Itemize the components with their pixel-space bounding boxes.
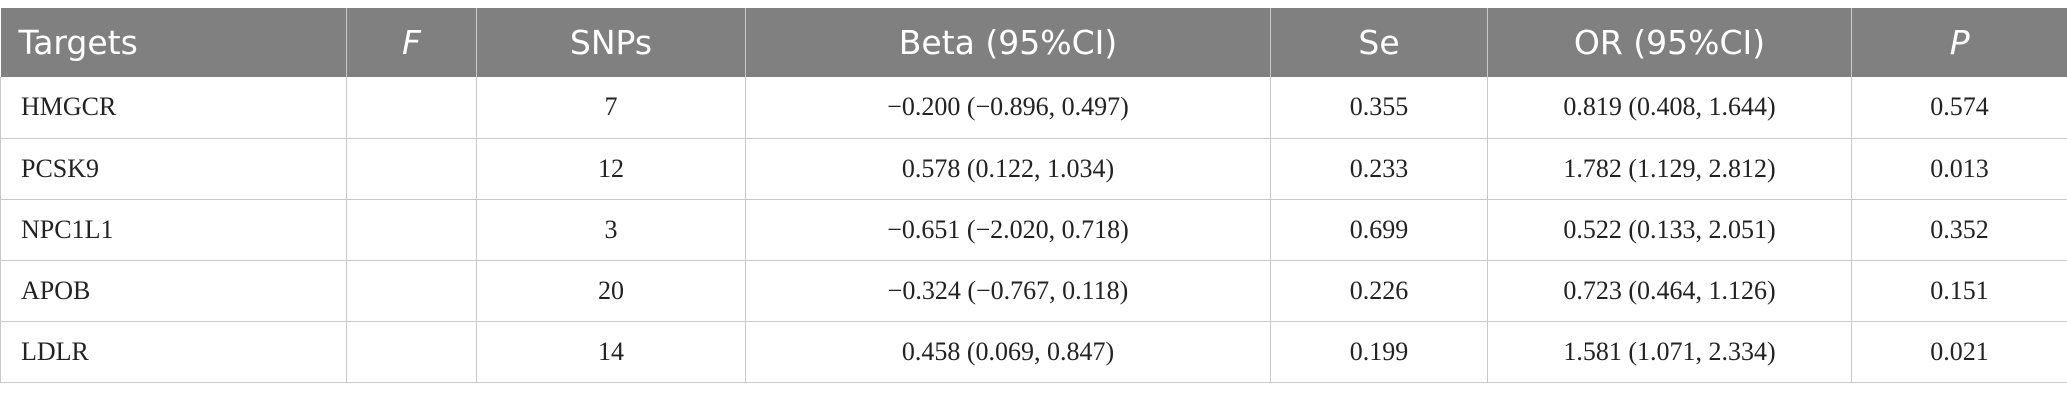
results-table-container: Targets F SNPs Beta (95%CI) Se OR (95%CI… bbox=[0, 8, 2067, 383]
header-f: F bbox=[346, 8, 477, 77]
cell-target: NPC1L1 bbox=[0, 199, 347, 260]
cell-target: LDLR bbox=[0, 321, 347, 382]
header-p: P bbox=[1851, 8, 2067, 77]
cell-beta: −0.200 (−0.896, 0.497) bbox=[745, 77, 1271, 138]
cell-target: PCSK9 bbox=[0, 138, 347, 199]
header-or: OR (95%CI) bbox=[1487, 8, 1852, 77]
cell-f bbox=[346, 260, 477, 321]
cell-or: 0.819 (0.408, 1.644) bbox=[1487, 77, 1852, 138]
cell-se: 0.233 bbox=[1270, 138, 1488, 199]
header-se: Se bbox=[1270, 8, 1488, 77]
cell-or: 0.723 (0.464, 1.126) bbox=[1487, 260, 1852, 321]
cell-se: 0.355 bbox=[1270, 77, 1488, 138]
cell-f bbox=[346, 138, 477, 199]
cell-target: HMGCR bbox=[0, 77, 347, 138]
cell-or: 0.522 (0.133, 2.051) bbox=[1487, 199, 1852, 260]
cell-or: 1.782 (1.129, 2.812) bbox=[1487, 138, 1852, 199]
cell-se: 0.199 bbox=[1270, 321, 1488, 382]
cell-snps: 7 bbox=[476, 77, 746, 138]
cell-f bbox=[346, 77, 477, 138]
cell-p: 0.574 bbox=[1851, 77, 2067, 138]
cell-f bbox=[346, 199, 477, 260]
header-beta: Beta (95%CI) bbox=[745, 8, 1271, 77]
table-row: NPC1L1 3 −0.651 (−2.020, 0.718) 0.699 0.… bbox=[0, 199, 2067, 260]
cell-or: 1.581 (1.071, 2.334) bbox=[1487, 321, 1852, 382]
table-row: HMGCR 7 −0.200 (−0.896, 0.497) 0.355 0.8… bbox=[0, 77, 2067, 138]
cell-beta: 0.578 (0.122, 1.034) bbox=[745, 138, 1271, 199]
cell-snps: 3 bbox=[476, 199, 746, 260]
cell-snps: 20 bbox=[476, 260, 746, 321]
cell-beta: −0.324 (−0.767, 0.118) bbox=[745, 260, 1271, 321]
table-row: PCSK9 12 0.578 (0.122, 1.034) 0.233 1.78… bbox=[0, 138, 2067, 199]
cell-beta: −0.651 (−2.020, 0.718) bbox=[745, 199, 1271, 260]
header-snps: SNPs bbox=[476, 8, 746, 77]
cell-p: 0.021 bbox=[1851, 321, 2067, 382]
cell-se: 0.226 bbox=[1270, 260, 1488, 321]
cell-f bbox=[346, 321, 477, 382]
results-table: Targets F SNPs Beta (95%CI) Se OR (95%CI… bbox=[0, 8, 2067, 383]
cell-p: 0.013 bbox=[1851, 138, 2067, 199]
cell-p: 0.352 bbox=[1851, 199, 2067, 260]
table-row: APOB 20 −0.324 (−0.767, 0.118) 0.226 0.7… bbox=[0, 260, 2067, 321]
cell-p: 0.151 bbox=[1851, 260, 2067, 321]
cell-snps: 12 bbox=[476, 138, 746, 199]
cell-se: 0.699 bbox=[1270, 199, 1488, 260]
table-row: LDLR 14 0.458 (0.069, 0.847) 0.199 1.581… bbox=[0, 321, 2067, 382]
cell-beta: 0.458 (0.069, 0.847) bbox=[745, 321, 1271, 382]
cell-snps: 14 bbox=[476, 321, 746, 382]
table-header-row: Targets F SNPs Beta (95%CI) Se OR (95%CI… bbox=[0, 8, 2067, 77]
header-targets: Targets bbox=[18, 23, 138, 62]
cell-target: APOB bbox=[0, 260, 347, 321]
